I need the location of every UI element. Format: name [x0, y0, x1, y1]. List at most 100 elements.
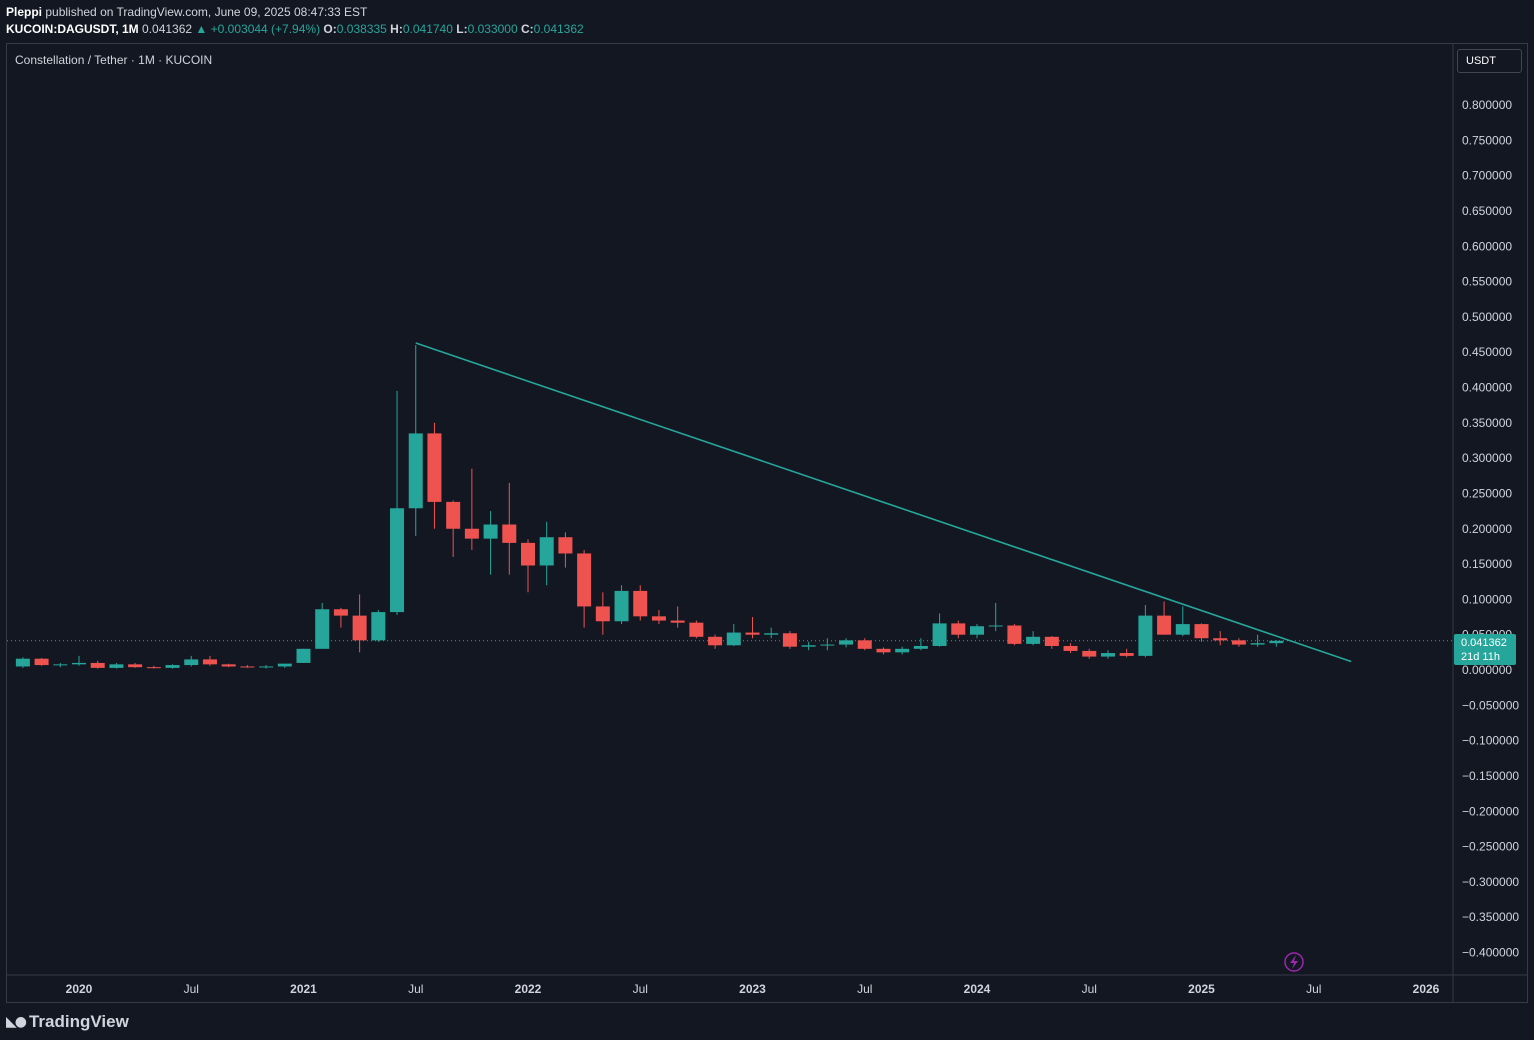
candle-body: [184, 659, 199, 666]
candle-body: [1026, 636, 1041, 644]
y-tick-label: 0.500000: [1462, 310, 1512, 324]
y-tick-label: 0.200000: [1462, 522, 1512, 536]
candle-body: [708, 636, 723, 646]
candle-body: [502, 524, 517, 543]
y-tick-label: 0.150000: [1462, 557, 1512, 571]
publish-info: Pleppi published on TradingView.com, Jun…: [6, 5, 367, 19]
candle-body: [427, 433, 442, 502]
y-tick-label: 0.650000: [1462, 204, 1512, 218]
candle-body: [745, 632, 760, 635]
candle-body: [352, 615, 367, 641]
candle-body: [483, 524, 498, 539]
last-price-tag-value: 0.041362: [1461, 637, 1507, 649]
change-value: +0.003044 (+7.94%): [210, 22, 321, 36]
high-value: 0.041740: [402, 22, 453, 36]
y-tick-label: −0.350000: [1462, 910, 1519, 924]
candle-body: [1100, 653, 1115, 657]
candle-body: [1175, 624, 1190, 635]
candle-body: [1082, 650, 1097, 657]
y-tick-label: −0.250000: [1462, 840, 1519, 854]
candle-body: [932, 623, 947, 646]
y-tick-label: 0.700000: [1462, 169, 1512, 183]
y-tick-label: 0.350000: [1462, 416, 1512, 430]
candle-body: [128, 664, 143, 668]
x-tick-label: Jul: [1306, 982, 1321, 996]
candle-body: [726, 632, 741, 646]
y-tick-label: 0.450000: [1462, 345, 1512, 359]
candle-body: [90, 662, 105, 668]
candle-body: [1213, 638, 1228, 641]
low-value: 0.033000: [467, 22, 518, 36]
candle-body: [689, 622, 704, 637]
candle-body: [1063, 645, 1078, 651]
y-tick-label: −0.200000: [1462, 804, 1519, 818]
candle-body: [464, 528, 479, 539]
candle-body: [520, 542, 535, 566]
candle-body: [240, 666, 255, 668]
publish-header: Pleppi published on TradingView.com, Jun…: [0, 0, 1534, 42]
candle-body: [633, 590, 648, 617]
candle-body: [558, 537, 573, 554]
candle-body: [259, 666, 274, 668]
x-tick-label: 2025: [1188, 982, 1215, 996]
y-tick-label: 0.250000: [1462, 486, 1512, 500]
bar-countdown: 21d 11h: [1461, 651, 1500, 663]
candle-body: [34, 658, 49, 666]
event-lightning-icon: [1284, 952, 1304, 972]
y-tick-label: 0.300000: [1462, 451, 1512, 465]
ohlc-readout: KUCOIN:DAGUSDT, 1M 0.041362 ▲ +0.003044 …: [6, 22, 584, 36]
candle-body: [595, 606, 610, 622]
candle-body: [539, 537, 554, 566]
candle-body: [820, 644, 835, 646]
trendline: [415, 342, 1352, 663]
series-legend: Constellation / Tether · 1M · KUCOIN: [15, 53, 213, 67]
brand-name: TradingView: [28, 1012, 129, 1031]
candle-body: [876, 648, 891, 653]
candle-body: [146, 667, 161, 669]
candle-body: [1194, 624, 1209, 639]
candle-body: [165, 665, 180, 668]
x-tick-label: Jul: [857, 982, 872, 996]
candle-body: [221, 664, 236, 667]
y-tick-label: −0.050000: [1462, 698, 1519, 712]
last-price: 0.041362: [142, 22, 193, 36]
y-tick-label: −0.400000: [1462, 946, 1519, 960]
candle-body: [1044, 636, 1059, 646]
currency-button[interactable]: USDT: [1457, 49, 1522, 73]
x-tick-label: 2020: [66, 982, 93, 996]
y-tick-label: 0.100000: [1462, 592, 1512, 606]
candle-body: [857, 640, 872, 649]
candle-body: [801, 645, 816, 647]
candle-body: [333, 609, 348, 616]
tv-logo-icon: ◣●: [6, 1014, 27, 1030]
candle-body: [296, 648, 311, 663]
candle-body: [371, 612, 386, 641]
candle-body: [1138, 615, 1153, 656]
candle-body: [988, 625, 1003, 627]
candle-body: [782, 633, 797, 647]
candle-body: [109, 664, 124, 668]
close-value: 0.041362: [533, 22, 584, 36]
tradingview-logo[interactable]: ◣● TradingView: [6, 1012, 129, 1032]
candle-body: [1157, 615, 1172, 635]
lightning-icon: [1290, 955, 1298, 969]
candle-body: [72, 662, 86, 665]
x-tick-label: Jul: [184, 982, 199, 996]
author-name[interactable]: Pleppi: [6, 5, 43, 19]
chart-frame[interactable]: [6, 43, 1528, 1003]
candle-body: [408, 433, 423, 509]
candle-body: [15, 658, 30, 667]
candle-body: [446, 501, 461, 529]
candle-body: [764, 633, 779, 635]
candle-body: [969, 626, 984, 635]
candle-body: [1250, 643, 1265, 645]
candle-body: [1119, 653, 1134, 656]
x-tick-label: 2026: [1413, 982, 1440, 996]
publish-text: published on TradingView.com, June 09, 2…: [45, 5, 368, 19]
candle-body: [614, 590, 629, 622]
candle-body: [951, 623, 966, 635]
candle-body: [651, 616, 666, 621]
x-tick-label: Jul: [633, 982, 648, 996]
x-tick-label: 2024: [964, 982, 991, 996]
